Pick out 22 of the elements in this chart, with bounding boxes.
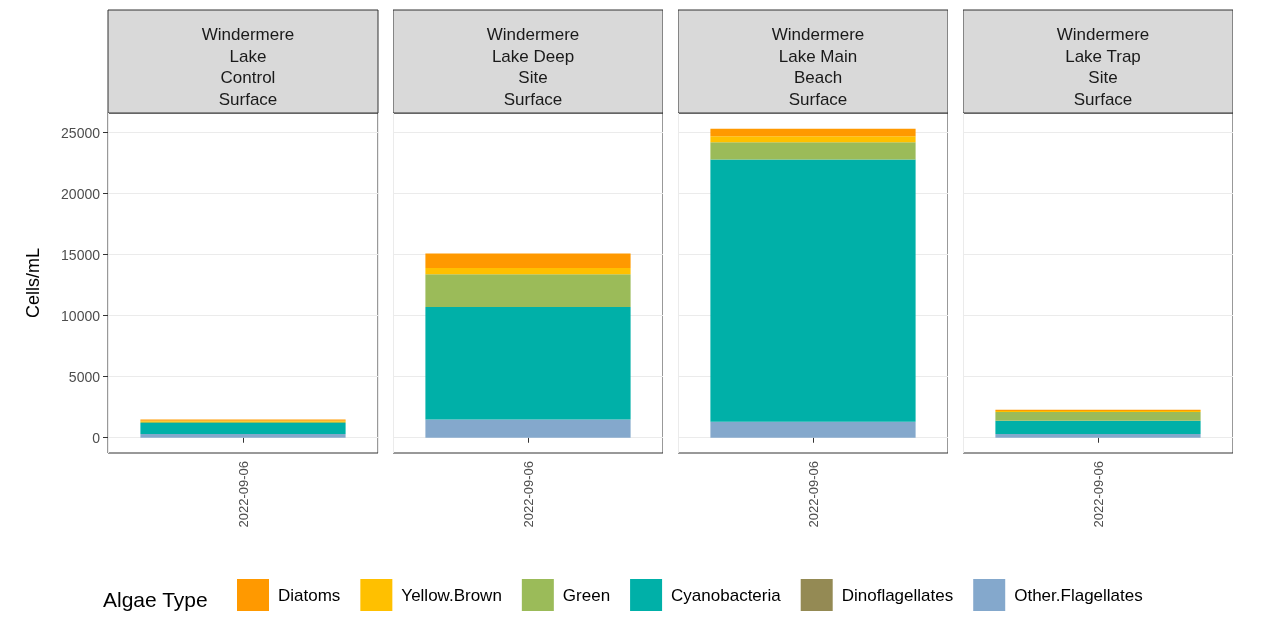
y-tick-label: 15000 [61, 246, 101, 263]
legend-label: Dinoflagellates [841, 585, 954, 605]
x-tick-label: 2022-09-06 [520, 461, 536, 528]
y-axis-title: Cells/mL [23, 247, 43, 319]
legend-title: Algae Type [103, 588, 208, 611]
chart-title: Windermere Lake Main Beach Surface [771, 25, 865, 109]
x-tick-label: 2022-09-06 [235, 461, 251, 528]
y-tick-label: 0 [92, 429, 101, 446]
y-tick-label: 20000 [61, 185, 101, 202]
y-tick-label: 10000 [61, 307, 101, 324]
legend-label: Yellow.Brown [401, 585, 502, 605]
legend-label: Diatoms [278, 585, 341, 605]
chart-title: Windermere Lake Trap Site Surface [1056, 25, 1150, 109]
chart-title: Windermere Lake Deep Site Surface [486, 25, 580, 109]
y-tick-label: 5000 [68, 368, 101, 385]
chart-title: Windermere Lake Control Surface [201, 25, 295, 109]
legend-label: Other.Flagellates [1014, 585, 1143, 605]
legend-label: Cyanobacteria [671, 585, 782, 605]
legend-label: Green [562, 585, 611, 605]
x-tick-label: 2022-09-06 [1090, 461, 1106, 528]
y-tick-label: 25000 [61, 124, 101, 141]
x-tick-label: 2022-09-06 [805, 461, 821, 528]
